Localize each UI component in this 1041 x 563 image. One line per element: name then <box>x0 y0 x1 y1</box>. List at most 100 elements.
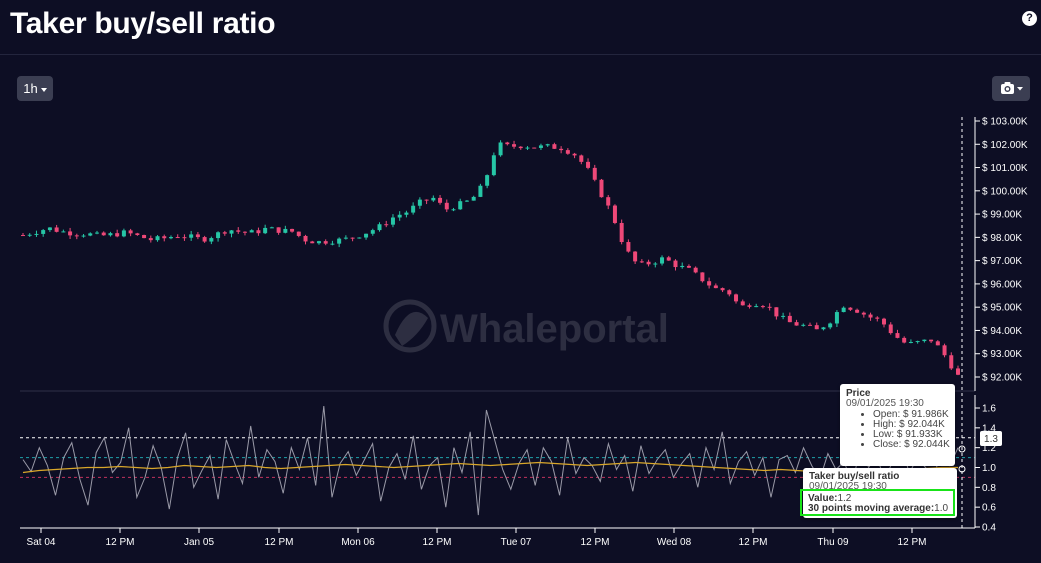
candle-body <box>666 257 671 261</box>
candle-body <box>686 265 691 268</box>
candle-body <box>727 290 732 295</box>
candle-body <box>290 228 295 232</box>
x-tick-label: 12 PM <box>898 537 927 548</box>
candle-body <box>747 305 752 307</box>
price-y-axis: $ 103.00K $ 102.00K $ 101.00K $ 100.00K $ 99… <box>974 117 1028 391</box>
candle-body <box>956 368 960 375</box>
price-tick-label: $ 103.00K <box>982 117 1028 128</box>
candle-body <box>249 230 254 233</box>
ratio-tooltip: Taker buy/sell ratio 09/01/2025 19:30 Va… <box>800 468 957 518</box>
candle-body <box>908 341 913 343</box>
candle-body <box>390 217 395 225</box>
candle-body <box>202 237 207 242</box>
candle-body <box>128 230 133 234</box>
timeframe-dropdown[interactable]: 1h <box>17 76 53 101</box>
crosshair-value-text: 1.3 <box>984 434 998 445</box>
ratio-tooltip-date: 09/01/2025 19:30 <box>809 481 887 492</box>
candle-body <box>189 234 194 238</box>
candle-body <box>21 235 25 237</box>
candle-body <box>81 235 86 237</box>
ratio-value-line <box>22 405 959 516</box>
candle-body <box>101 232 106 236</box>
candle-body <box>518 146 523 149</box>
candle-body <box>222 232 227 234</box>
watermark-text: Whaleportal <box>440 307 669 351</box>
ratio-tick-label: 0.8 <box>982 483 996 494</box>
price-tick-label: $ 95.00K <box>982 303 1022 314</box>
candle-body <box>283 228 288 233</box>
ratio-tick-label: 1.6 <box>982 404 996 415</box>
candle-body <box>364 233 369 238</box>
price-tick-label: $ 99.00K <box>982 210 1022 221</box>
candle-body <box>774 307 779 317</box>
x-tick-label: 12 PM <box>423 537 452 548</box>
candle-body <box>734 294 739 302</box>
price-tick-label: $ 101.00K <box>982 163 1028 174</box>
candle-body <box>464 200 469 202</box>
candle-body <box>841 307 846 313</box>
candle-body <box>760 306 765 308</box>
candle-body <box>357 237 362 239</box>
price-tick-label: $ 102.00K <box>982 140 1028 151</box>
ratio-tooltip-ma: 30 points moving average:1.0 <box>808 503 949 514</box>
camera-icon <box>1001 82 1023 94</box>
watermark-logo: Whaleportal <box>383 299 669 353</box>
candle-body <box>162 236 167 239</box>
candle-body <box>142 235 147 239</box>
x-tick-label: Wed 08 <box>657 537 692 548</box>
page-header: Taker buy/sell ratio ? <box>0 0 1041 55</box>
candle-body <box>626 242 631 252</box>
candle-body <box>754 306 759 308</box>
candle-body <box>458 201 463 210</box>
candle-body <box>781 315 786 317</box>
ratio-tick-label: 1.2 <box>982 443 996 454</box>
candle-body <box>639 261 644 263</box>
candle-body <box>121 230 126 237</box>
crosshair-value-badge: 1.3 <box>980 431 1002 446</box>
candle-body <box>660 257 665 264</box>
candle-body <box>343 237 348 239</box>
candle-body <box>451 209 456 211</box>
price-tick-label: $ 96.00K <box>982 279 1022 290</box>
ratio-tick-label: 0.6 <box>982 503 996 514</box>
candle-body <box>310 241 315 244</box>
timeframe-label: 1h <box>23 81 38 96</box>
price-tick-label: $ 98.00K <box>982 233 1022 244</box>
candle-body <box>532 147 537 149</box>
candle-body <box>175 237 180 239</box>
page-title: Taker buy/sell ratio <box>10 7 276 40</box>
candle-body <box>949 355 954 369</box>
export-image-button[interactable] <box>992 76 1030 101</box>
candle-body <box>821 327 826 330</box>
candle-body <box>498 142 503 156</box>
candle-body <box>700 272 705 282</box>
price-tick-label: $ 97.00K <box>982 256 1022 267</box>
candle-body <box>653 263 658 265</box>
question-icon[interactable]: ? <box>1022 11 1037 26</box>
candle-body <box>861 312 866 315</box>
candle-body <box>195 234 200 238</box>
x-tick-label: 12 PM <box>581 537 610 548</box>
candle-body <box>935 341 940 346</box>
candle-body <box>612 205 617 223</box>
candle-body <box>525 147 530 149</box>
x-tick-label: 12 PM <box>739 537 768 548</box>
candle-body <box>135 233 140 236</box>
candle-body <box>834 312 839 324</box>
candle-body <box>323 241 328 244</box>
candle-body <box>599 179 604 198</box>
x-tick-label: Thu 09 <box>817 537 849 548</box>
candle-body <box>54 227 59 232</box>
candle-body <box>592 167 597 180</box>
candle-body <box>370 230 375 234</box>
candle-body <box>646 261 651 265</box>
candle-body <box>108 233 113 236</box>
x-tick-label: 12 PM <box>106 537 135 548</box>
price-tooltip-high: High: $ 92.044K <box>873 420 950 430</box>
candle-body <box>478 185 483 197</box>
crosshair-marker-ma <box>958 445 966 453</box>
candle-body <box>787 315 792 323</box>
candle-body <box>929 339 934 342</box>
price-tick-label: $ 93.00K <box>982 349 1022 360</box>
